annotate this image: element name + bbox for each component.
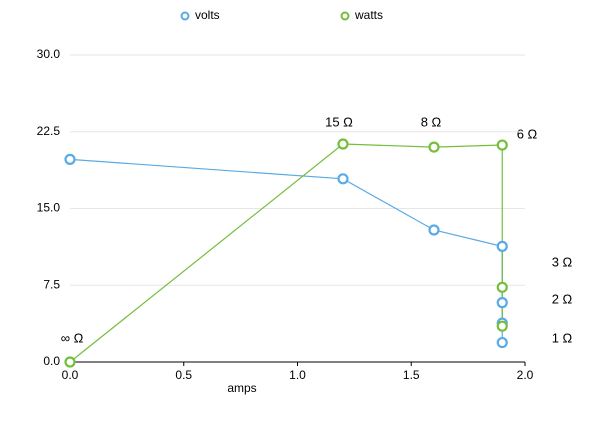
point (496, 139, 508, 151)
point (496, 281, 508, 293)
x-tick-label: 1.0 (289, 368, 306, 382)
y-tick-label: 7.5 (43, 277, 60, 291)
annotation: 1 Ω (552, 330, 573, 345)
series-line (69, 143, 503, 363)
point (496, 297, 508, 309)
legend-label: watts (354, 8, 383, 22)
y-tick-label: 30.0 (37, 47, 61, 61)
annotation: 6 Ω (517, 126, 538, 141)
y-tick-label: 15.0 (37, 201, 61, 215)
point (64, 153, 76, 165)
annotation: 8 Ω (421, 114, 442, 129)
point (337, 173, 349, 185)
x-tick-label: 0.0 (62, 368, 79, 382)
point (337, 138, 349, 150)
annotation: ∞ Ω (61, 330, 84, 345)
point (496, 240, 508, 252)
y-tick-label: 22.5 (37, 124, 61, 138)
annotation: 3 Ω (552, 254, 573, 269)
point (428, 141, 440, 153)
x-tick-label: 1.5 (403, 368, 420, 382)
legend-marker (340, 11, 350, 21)
annotation: 15 Ω (325, 114, 353, 129)
point (428, 224, 440, 236)
x-tick-label: 2.0 (517, 368, 534, 382)
series-line (69, 158, 503, 343)
legend-label: volts (195, 8, 220, 22)
point (64, 356, 76, 368)
x-tick-label: 0.5 (175, 368, 192, 382)
y-tick-label: 0.0 (43, 354, 60, 368)
annotation: 2 Ω (552, 291, 573, 306)
legend-marker (180, 11, 190, 21)
point (496, 336, 508, 349)
point (496, 320, 508, 332)
x-axis-label: amps (227, 381, 256, 395)
